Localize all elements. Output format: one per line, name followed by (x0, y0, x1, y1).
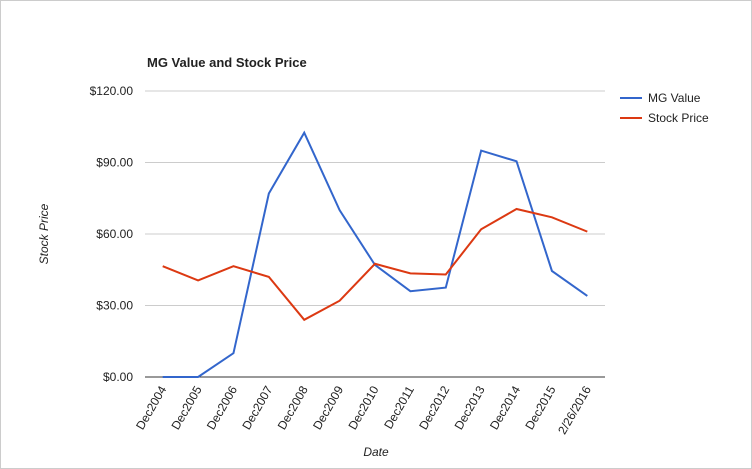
chart-title: MG Value and Stock Price (147, 55, 307, 70)
y-tick-label: $0.00 (103, 370, 133, 384)
y-tick-label: $30.00 (96, 299, 133, 313)
x-axis-label: Date (363, 445, 389, 459)
legend-label: MG Value (648, 91, 701, 105)
y-tick-label: $90.00 (96, 156, 133, 170)
y-tick-label: $60.00 (96, 227, 133, 241)
y-tick-label: $120.00 (90, 84, 134, 98)
legend-label: Stock Price (648, 111, 709, 125)
y-axis-label: Stock Price (37, 203, 51, 264)
line-series (162, 207, 588, 322)
